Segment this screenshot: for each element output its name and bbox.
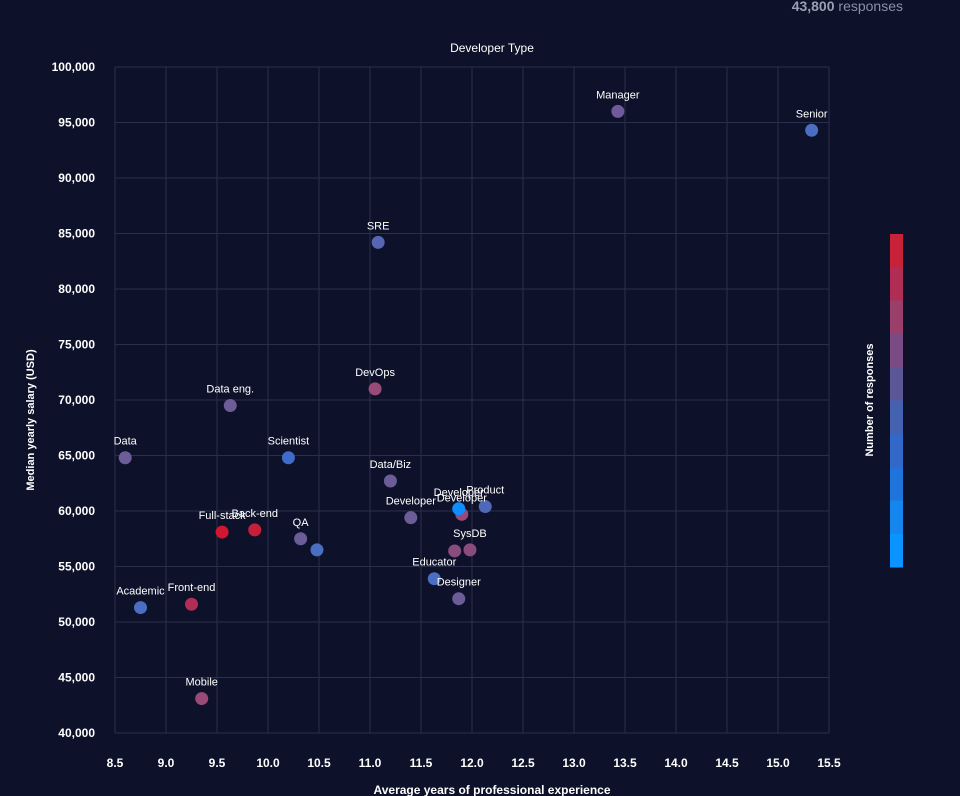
x-tick-label: 15.0 <box>766 756 790 770</box>
y-tick-label: 70,000 <box>58 393 95 407</box>
data-point[interactable] <box>371 235 385 249</box>
data-points: Manager Senior SRE DevOps Data eng. Data Scien… <box>114 89 828 706</box>
data-point[interactable] <box>452 502 466 516</box>
data-point[interactable] <box>281 451 295 465</box>
point-label: Data/Biz <box>370 459 412 471</box>
data-point[interactable] <box>383 474 397 488</box>
legend-swatch <box>890 367 903 401</box>
response-count-value: 43,800 <box>791 0 835 14</box>
x-tick-label: 10.5 <box>307 756 331 770</box>
point-label: Developer <box>437 492 487 504</box>
color-legend: Number of responses <box>864 234 903 568</box>
y-tick-label: 60,000 <box>58 504 95 518</box>
legend-swatch <box>890 467 903 501</box>
data-point[interactable] <box>223 399 237 413</box>
point-label: Educator <box>412 557 456 569</box>
point-label: Developer <box>386 496 436 508</box>
x-tick-label: 11.0 <box>359 756 382 770</box>
response-count-label: responses <box>838 0 903 14</box>
point-label: Manager <box>596 89 640 101</box>
grid-lines <box>114 66 830 734</box>
point-label: Mobile <box>185 677 217 689</box>
data-point[interactable] <box>427 572 441 586</box>
data-point[interactable] <box>195 692 209 706</box>
chart-title: Developer Type <box>450 41 534 55</box>
x-tick-label: 15.5 <box>817 756 841 770</box>
data-point[interactable] <box>134 601 147 615</box>
x-tick-label: 8.5 <box>107 756 124 770</box>
point-label: Product <box>466 485 504 497</box>
legend-swatch <box>890 300 903 335</box>
y-tick-label: 55,000 <box>58 560 95 574</box>
data-point[interactable] <box>310 543 324 557</box>
point-label: Data eng. <box>206 384 254 396</box>
legend-swatch <box>890 400 903 435</box>
legend-swatch <box>890 533 903 568</box>
x-tick-label: 9.0 <box>158 756 175 770</box>
point-label: SysDB <box>453 528 487 540</box>
point-label: Back-end <box>231 508 277 520</box>
x-tick-label: 12.5 <box>511 756 535 770</box>
data-point[interactable] <box>452 592 466 606</box>
x-tick-label: 13.5 <box>613 756 637 770</box>
data-point[interactable] <box>448 544 462 558</box>
point-label: Senior <box>796 108 828 120</box>
point-label: Developer <box>434 487 484 499</box>
x-tick-label: 10.0 <box>256 756 280 770</box>
data-point[interactable] <box>294 532 308 546</box>
y-tick-label: 95,000 <box>58 116 95 130</box>
x-tick-label: 14.5 <box>715 756 739 770</box>
point-label: Data <box>114 436 138 448</box>
legend-title: Number of responses <box>864 343 876 456</box>
x-axis-label: Average years of professional experience <box>374 783 611 796</box>
point-label: Academic <box>116 586 165 598</box>
x-tick-label: 13.0 <box>562 756 586 770</box>
y-tick-label: 85,000 <box>58 227 95 241</box>
x-tick-labels: 8.5 9.0 9.5 10.0 10.5 11.0 11.5 12.0 12.5 13.0 13.… <box>107 756 841 770</box>
data-point[interactable] <box>215 525 229 539</box>
y-tick-label: 40,000 <box>58 726 95 740</box>
data-point[interactable] <box>185 597 198 611</box>
data-point[interactable] <box>248 523 262 537</box>
legend-swatch <box>890 500 903 535</box>
point-label: Front-end <box>168 582 216 594</box>
x-tick-label: 12.0 <box>460 756 484 770</box>
y-tick-label: 75,000 <box>58 338 95 352</box>
legend-swatch <box>890 333 903 368</box>
x-tick-label: 9.5 <box>209 756 226 770</box>
y-tick-label: 80,000 <box>58 282 95 296</box>
data-point[interactable] <box>368 382 382 396</box>
y-tick-label: 50,000 <box>58 615 95 629</box>
data-point[interactable] <box>118 451 132 465</box>
point-label: Scientist <box>268 436 310 448</box>
point-label: DevOps <box>355 367 395 379</box>
data-point[interactable] <box>478 500 492 514</box>
point-label: Designer <box>437 577 481 589</box>
data-point[interactable] <box>404 511 418 525</box>
x-tick-label: 11.5 <box>410 756 433 770</box>
response-count: 43,800 responses <box>792 0 903 14</box>
legend-swatch <box>890 267 903 302</box>
y-tick-label: 45,000 <box>58 671 95 685</box>
y-tick-label: 90,000 <box>58 171 95 185</box>
point-label: QA <box>293 517 310 529</box>
data-point[interactable] <box>805 123 819 137</box>
y-axis-label: Median yearly salary (USD) <box>25 349 37 491</box>
y-tick-labels: 40,000 45,000 50,000 55,000 60,000 65,000 70,0… <box>52 60 96 740</box>
y-tick-label: 65,000 <box>58 449 95 463</box>
data-point[interactable] <box>463 543 477 557</box>
legend-swatch <box>890 433 903 468</box>
data-point[interactable] <box>611 104 625 118</box>
point-label: Full-stack <box>199 510 247 522</box>
legend-swatch <box>890 234 903 268</box>
y-tick-label: 100,000 <box>52 60 96 74</box>
x-tick-label: 14.0 <box>664 756 688 770</box>
point-label: SRE <box>367 220 390 232</box>
